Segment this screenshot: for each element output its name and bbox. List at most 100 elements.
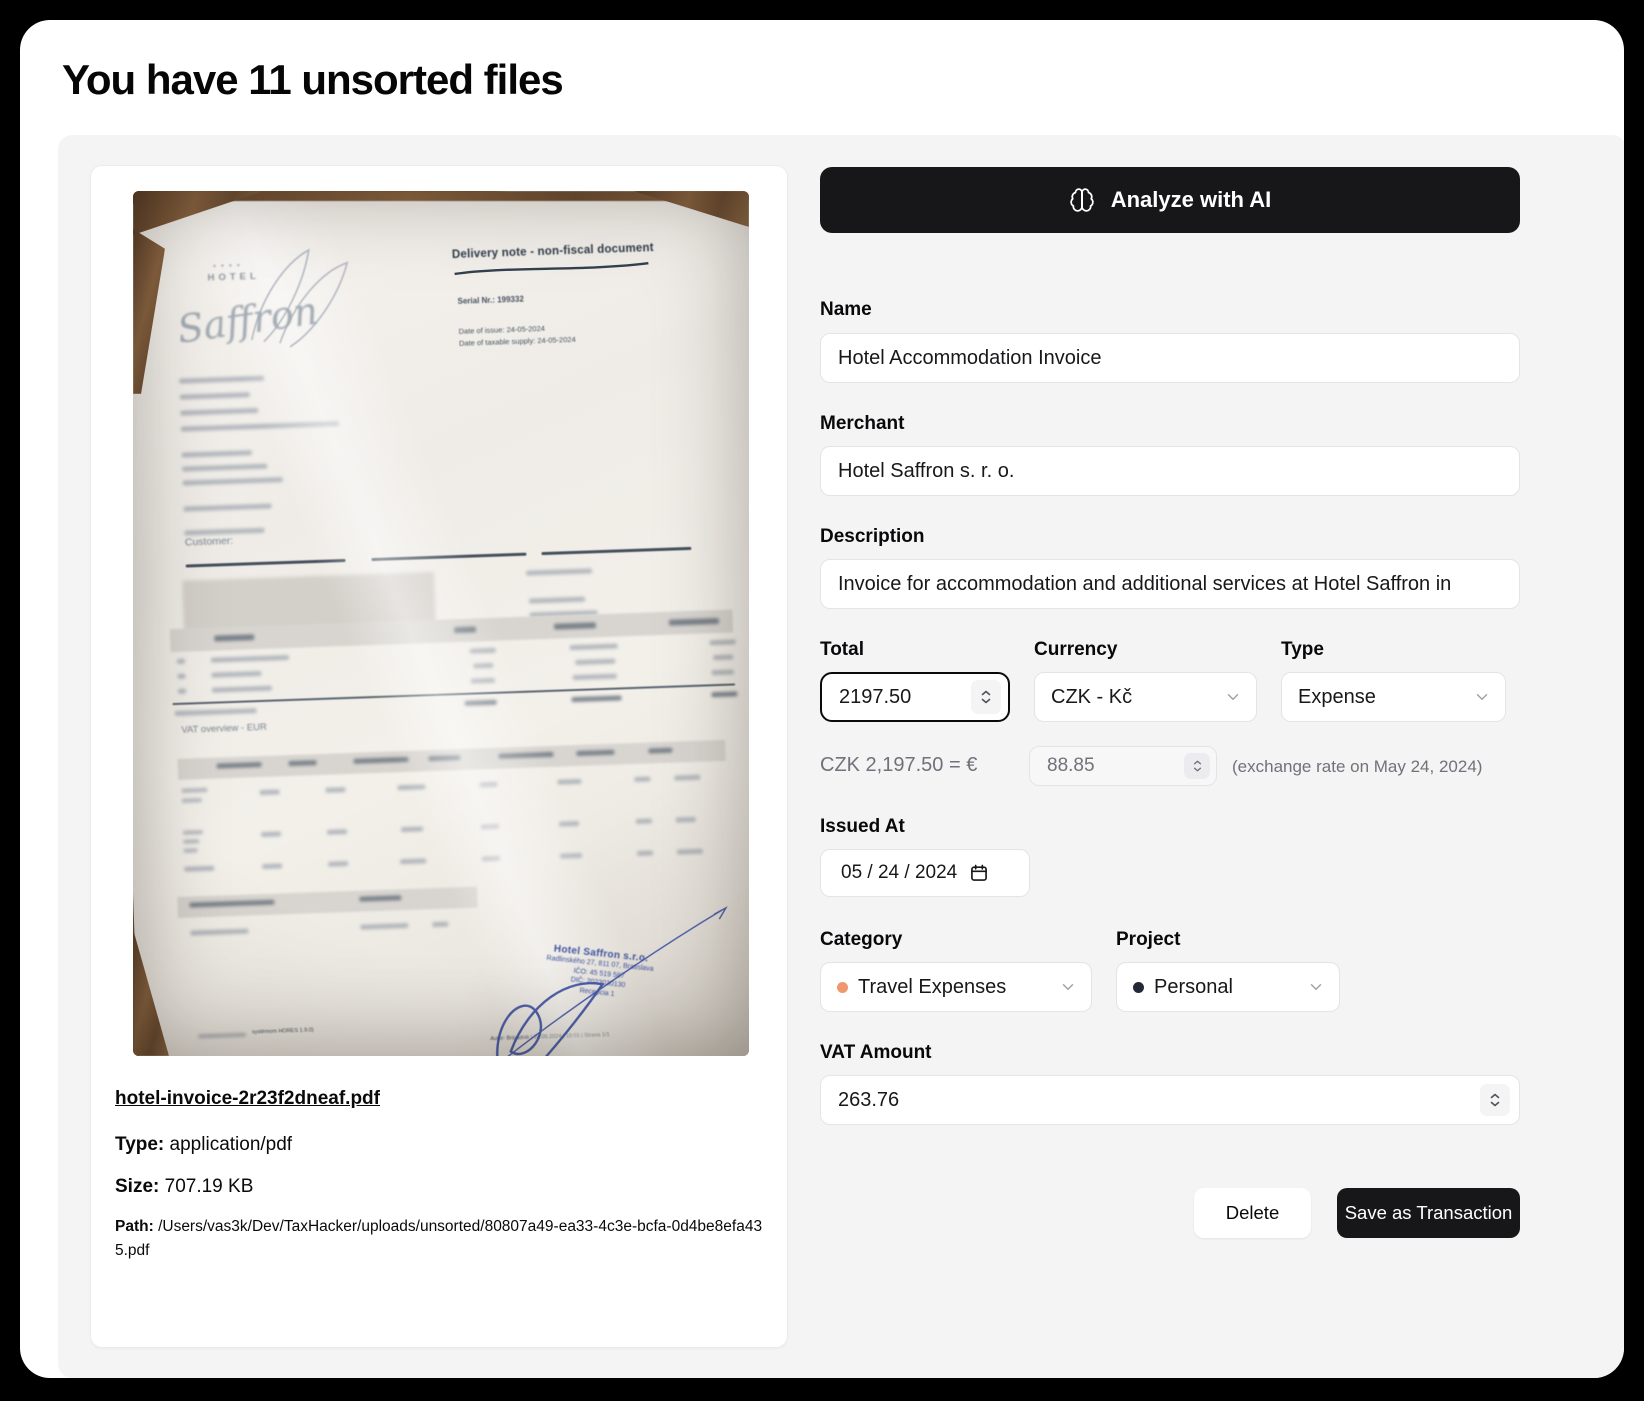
invoice-paper: ♦ ♦ ♦ ♦ HOTEL Saffron Delivery note - no…: [133, 191, 749, 1056]
blur-line: [181, 450, 252, 458]
blur-line: [211, 685, 273, 693]
stepper-up-icon: [981, 690, 991, 696]
type-select[interactable]: Expense: [1281, 672, 1506, 722]
chevron-down-icon: [1227, 694, 1239, 700]
blur-line: [675, 816, 696, 823]
blur-line: [559, 852, 583, 859]
blur-line: [182, 477, 283, 486]
blur-line: [676, 848, 703, 855]
blur-line: [572, 673, 617, 681]
page-title: You have 11 unsorted files: [62, 56, 564, 103]
invoice-photo[interactable]: ♦ ♦ ♦ ♦ HOTEL Saffron Delivery note - no…: [133, 191, 749, 1056]
blur-line: [180, 421, 339, 432]
project-color-dot: [1133, 981, 1144, 993]
stepper-down-icon: [1193, 767, 1201, 772]
blur-line: [634, 776, 651, 783]
hores-footer: systémom HORES 1.9.0): [251, 1027, 314, 1036]
exchange-stepper[interactable]: [1184, 753, 1210, 779]
currency-select[interactable]: CZK - Kč: [1034, 672, 1257, 722]
blur-line: [211, 670, 262, 678]
blur-line: [182, 463, 268, 472]
blur-line: [360, 922, 409, 930]
issued-at-label: Issued At: [820, 816, 905, 837]
blur-line: [453, 626, 477, 634]
name-input[interactable]: [820, 333, 1520, 383]
stepper-down-icon: [1490, 1101, 1500, 1107]
file-path-label: Path:: [115, 1218, 154, 1235]
delete-button[interactable]: Delete: [1194, 1188, 1311, 1238]
blur-line: [709, 639, 736, 646]
category-color-dot: [837, 981, 848, 993]
stepper-up-icon: [1193, 760, 1201, 765]
blur-line: [326, 829, 348, 835]
blur-line: [260, 831, 282, 838]
blur-line: [432, 921, 449, 928]
analyze-with-ai-label: Analyze with AI: [1110, 187, 1272, 212]
blur-line: [557, 778, 582, 785]
logo-diamonds: ♦ ♦ ♦ ♦: [213, 262, 242, 270]
project-value: Personal: [1154, 975, 1233, 998]
file-type-label: Type:: [115, 1134, 165, 1155]
save-as-transaction-button[interactable]: Save as Transaction: [1337, 1188, 1520, 1238]
hotel-logo: ♦ ♦ ♦ ♦ HOTEL Saffron: [166, 236, 381, 393]
file-path-row: Path: /Users/vas3k/Dev/TaxHacker/uploads…: [115, 1215, 770, 1263]
signature: [477, 906, 728, 1056]
blur-line: [176, 658, 186, 664]
issued-at-date-input[interactable]: 05 / 24 / 2024: [820, 849, 1030, 897]
wood-table-edge: [133, 191, 749, 201]
file-type-row: Type: application/pdf: [115, 1134, 292, 1156]
app-window: You have 11 unsorted files ♦ ♦ ♦ ♦ HOTEL…: [20, 20, 1624, 1378]
chevron-down-icon: [1476, 694, 1488, 700]
file-type-value: application/pdf: [169, 1134, 293, 1155]
vat-amount-label: VAT Amount: [820, 1042, 932, 1063]
blur-line: [190, 928, 249, 936]
total-stepper[interactable]: [971, 680, 1001, 714]
blur-line: [259, 789, 280, 796]
blur-line: [325, 787, 346, 793]
category-label: Category: [820, 929, 903, 950]
serial-number: Serial Nr.: 199332: [457, 294, 524, 306]
blur-line: [174, 708, 257, 717]
analyze-with-ai-button[interactable]: Analyze with AI: [820, 167, 1520, 233]
delete-button-label: Delete: [1225, 1202, 1280, 1223]
logo-hotel-word: HOTEL: [207, 270, 260, 284]
blur-line: [177, 688, 187, 694]
blur-line: [571, 695, 622, 703]
vat-stepper[interactable]: [1480, 1084, 1510, 1116]
issued-at-value: 05 / 24 / 2024: [841, 862, 958, 883]
file-preview-panel: ♦ ♦ ♦ ♦ HOTEL Saffron Delivery note - no…: [90, 165, 788, 1348]
project-select[interactable]: Personal: [1116, 962, 1340, 1012]
blur-line: [575, 658, 616, 666]
file-path-value: /Users/vas3k/Dev/TaxHacker/uploads/unsor…: [115, 1218, 763, 1259]
category-select[interactable]: Travel Expenses: [820, 962, 1092, 1012]
blur-line: [179, 392, 250, 400]
blur-line: [182, 830, 204, 835]
merchant-input[interactable]: [820, 446, 1520, 496]
blur-line: [713, 654, 734, 661]
save-button-label: Save as Transaction: [1344, 1202, 1513, 1223]
divider: [185, 558, 346, 568]
chevron-down-icon: [1310, 984, 1322, 990]
blur-line: [183, 848, 198, 853]
blur-line: [648, 747, 673, 754]
blur-line: [635, 818, 652, 824]
blur-line: [181, 798, 202, 803]
description-input[interactable]: [820, 559, 1520, 609]
type-label: Type: [1281, 639, 1324, 660]
file-size-row: Size: 707.19 KB: [115, 1176, 253, 1198]
currency-label: Currency: [1034, 639, 1118, 660]
blur-line: [526, 568, 593, 576]
logo-leaves-icon: [251, 248, 349, 348]
project-label: Project: [1116, 929, 1181, 950]
blur-line: [569, 643, 618, 651]
blur-line: [636, 850, 654, 856]
blur-line: [197, 1032, 247, 1039]
file-name-link[interactable]: hotel-invoice-2r23f2dneaf.pdf: [115, 1088, 380, 1109]
transaction-form: Analyze with AI Name Merchant Descriptio…: [820, 165, 1520, 1348]
brain-icon: [1070, 188, 1094, 212]
blur-line: [473, 662, 494, 669]
description-label: Description: [820, 526, 925, 547]
blur-line: [262, 863, 283, 870]
vat-amount-input[interactable]: [820, 1075, 1520, 1125]
blur-line: [328, 861, 349, 867]
